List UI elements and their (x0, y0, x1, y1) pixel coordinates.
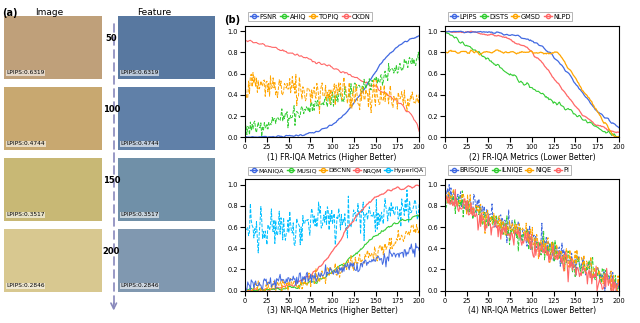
Text: LPIPS:0.4744: LPIPS:0.4744 (6, 141, 45, 146)
Legend: BRISQUE, ILNIQE, NIQE, PI: BRISQUE, ILNIQE, NIQE, PI (448, 165, 571, 175)
Text: LPIPS:0.2846: LPIPS:0.2846 (120, 284, 159, 288)
FancyBboxPatch shape (4, 16, 102, 79)
Legend: PSNR, AHIQ, TOPIQ, CKDN: PSNR, AHIQ, TOPIQ, CKDN (248, 12, 372, 21)
FancyBboxPatch shape (4, 158, 102, 221)
Text: 150: 150 (103, 176, 120, 185)
Text: LPIPS:0.4744: LPIPS:0.4744 (120, 141, 159, 146)
Text: (a): (a) (2, 8, 18, 18)
Text: Image: Image (35, 8, 63, 17)
Text: LPIPS:0.6319: LPIPS:0.6319 (120, 70, 159, 75)
Text: LPIPS:0.2846: LPIPS:0.2846 (6, 284, 45, 288)
Text: Feature: Feature (137, 8, 171, 17)
Text: 50: 50 (106, 34, 117, 43)
X-axis label: (4) NR-IQA Metrics (Lower Better): (4) NR-IQA Metrics (Lower Better) (468, 307, 596, 316)
Text: LPIPS:0.3517: LPIPS:0.3517 (120, 213, 159, 217)
FancyBboxPatch shape (4, 229, 102, 292)
X-axis label: (1) FR-IQA Metrics (Higher Better): (1) FR-IQA Metrics (Higher Better) (268, 153, 397, 162)
X-axis label: (2) FR-IQA Metrics (Lower Better): (2) FR-IQA Metrics (Lower Better) (468, 153, 595, 162)
FancyBboxPatch shape (118, 87, 215, 150)
FancyBboxPatch shape (118, 16, 215, 79)
Text: (b): (b) (224, 15, 240, 25)
Text: 100: 100 (103, 105, 120, 114)
Legend: LPIPS, DISTS, GMSD, NLPD: LPIPS, DISTS, GMSD, NLPD (448, 12, 572, 21)
Text: LPIPS:0.3517: LPIPS:0.3517 (6, 213, 45, 217)
Legend: MANIQA, MUSIQ, DBCNN, NRQM, HyperIQA: MANIQA, MUSIQ, DBCNN, NRQM, HyperIQA (248, 167, 425, 175)
Text: LPIPS:0.6319: LPIPS:0.6319 (6, 70, 45, 75)
X-axis label: (3) NR-IQA Metrics (Higher Better): (3) NR-IQA Metrics (Higher Better) (267, 307, 397, 316)
FancyBboxPatch shape (4, 87, 102, 150)
Text: 200: 200 (103, 247, 120, 256)
FancyBboxPatch shape (118, 158, 215, 221)
FancyBboxPatch shape (118, 229, 215, 292)
